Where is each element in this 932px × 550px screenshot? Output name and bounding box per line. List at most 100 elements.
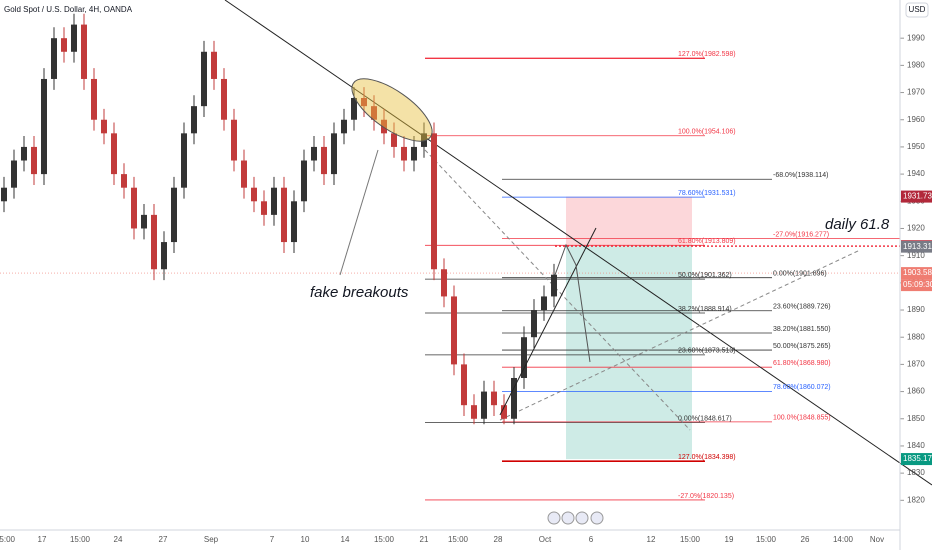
price-badge-label: 1931.732 <box>903 192 932 201</box>
x-tick-label: 24 <box>114 535 123 544</box>
price-badge <box>901 190 932 203</box>
candle-body <box>511 377 517 419</box>
fib-label: 50.00%(1875.265) <box>773 343 831 350</box>
candle-body <box>271 187 277 215</box>
candle-body <box>451 296 457 365</box>
candle-body <box>81 24 87 79</box>
y-tick-label: 1970 <box>907 88 925 97</box>
candle-body <box>51 38 57 79</box>
fib-label: 78.60%(1931.531) <box>678 190 736 197</box>
y-tick-label: 1840 <box>907 441 925 450</box>
candle-body <box>181 133 187 188</box>
stop-zone <box>566 196 692 247</box>
candle-body <box>481 391 487 419</box>
candle-body <box>141 214 147 229</box>
price-badge <box>901 267 932 280</box>
candle-body <box>381 119 387 134</box>
candle-body <box>321 146 327 175</box>
y-tick-label: 1870 <box>907 360 925 369</box>
candle-body <box>531 310 537 338</box>
candle-body <box>281 187 287 243</box>
candle-body <box>471 405 477 419</box>
x-tick-label: 7 <box>270 535 275 544</box>
price-badge <box>901 453 932 466</box>
candle-body <box>211 51 217 79</box>
candle-body <box>521 337 527 378</box>
x-tick-label: 15:00 <box>680 535 701 544</box>
fib-label: 38.2%(1888.914) <box>678 306 732 313</box>
x-tick-label: 15:00 <box>374 535 395 544</box>
x-tick-label: 14 <box>341 535 350 544</box>
candle-body <box>331 133 337 175</box>
x-tick-label: 19 <box>725 535 734 544</box>
fib-label: 50.0%(1901.362) <box>678 272 732 279</box>
y-tick-label: 1880 <box>907 332 925 341</box>
candle-body <box>151 214 157 270</box>
y-tick-label: 1910 <box>907 251 925 260</box>
candle-body <box>461 364 467 406</box>
currency-label[interactable]: USD <box>909 5 926 14</box>
candle-body <box>551 274 557 297</box>
candle-body <box>191 106 197 134</box>
y-tick-label: 1830 <box>907 468 925 477</box>
y-tick-label: 1990 <box>907 33 925 42</box>
dashed-line <box>499 249 861 421</box>
candle-body <box>11 160 17 188</box>
candle-body <box>131 187 137 229</box>
candle-body <box>241 160 247 188</box>
candle-body <box>301 160 307 202</box>
fib-label: 100.0%(1954.106) <box>678 129 736 136</box>
y-tick-label: 1950 <box>907 142 925 151</box>
price-badge-label: 1903.583 <box>903 268 932 277</box>
y-tick-label: 1850 <box>907 414 925 423</box>
x-tick-label: 26 <box>801 535 810 544</box>
candle-body <box>261 201 267 215</box>
x-tick-label: 15:00 <box>0 535 16 544</box>
candle-body <box>371 106 377 120</box>
fib-label: -68.0%(1938.114) <box>773 172 829 179</box>
candle-body <box>491 391 497 406</box>
y-tick-label: 1860 <box>907 387 925 396</box>
x-tick-label: Sep <box>204 535 219 544</box>
candle-body <box>221 78 227 120</box>
candle-body <box>391 133 397 147</box>
event-icons <box>547 511 604 525</box>
candle-body <box>541 296 547 311</box>
fib-label: 61.80%(1868.980) <box>773 360 831 367</box>
fib-label: 38.20%(1881.550) <box>773 326 831 333</box>
candle-body <box>291 201 297 243</box>
x-tick-label: 12 <box>647 535 656 544</box>
highlight <box>351 78 433 142</box>
fib-label: 61.80%(1913.809) <box>678 238 736 245</box>
x-tick-label: 10 <box>301 535 310 544</box>
y-tick-label: 1960 <box>907 115 925 124</box>
candle-body <box>61 38 67 52</box>
y-tick-label: 1820 <box>907 495 925 504</box>
drawings <box>0 0 932 501</box>
candle-body <box>351 97 357 120</box>
countdown-label: 05:09:30 <box>903 280 932 289</box>
x-tick-label: 15:00 <box>448 535 469 544</box>
annotation: daily 61.8 <box>825 216 890 233</box>
currency-button[interactable] <box>905 2 929 18</box>
candle-body <box>251 187 257 202</box>
price-badge-label: 1835.171 <box>903 454 932 463</box>
x-tick-label: 15:00 <box>756 535 777 544</box>
x-tick-label: 28 <box>494 535 503 544</box>
x-tick-label: 27 <box>159 535 168 544</box>
candle-body <box>361 97 367 107</box>
candle-body <box>111 133 117 175</box>
trend-line <box>224 0 932 486</box>
candle-body <box>201 51 207 107</box>
fib-label: 23.60%(1873.513) <box>678 348 736 355</box>
y-tick-label: 1940 <box>907 169 925 178</box>
candle-body <box>411 146 417 161</box>
candle-body <box>401 146 407 161</box>
annotation: fake breakouts <box>310 284 409 301</box>
fib-label: 0.00%(1901.896) <box>773 271 827 278</box>
fib-label: 127.0%(1982.598) <box>678 51 736 58</box>
fib-label: 78.60%(1860.072) <box>773 384 831 391</box>
x-tick-label: 21 <box>420 535 429 544</box>
candle-body <box>1 187 7 202</box>
overlays: 127.0%(1982.598) 100.0%(1954.106) 61.80%(1… <box>339 51 831 500</box>
